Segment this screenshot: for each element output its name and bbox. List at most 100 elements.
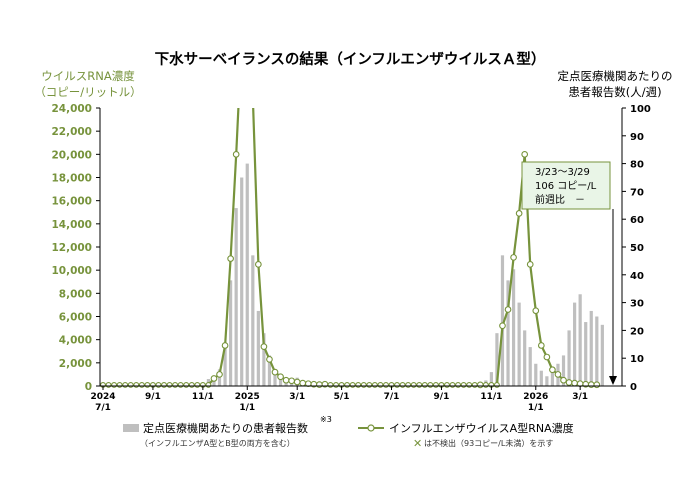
non-detect-point (406, 383, 411, 388)
x-tick-label: 2025 (235, 392, 260, 402)
line-point (283, 377, 289, 383)
non-detect-point (456, 383, 461, 388)
left-tick-label: 14,000 (51, 219, 92, 231)
non-detect-point (162, 383, 167, 388)
non-detect-point (472, 383, 477, 388)
non-detect-point (378, 383, 383, 388)
bar (567, 330, 570, 386)
line-point (233, 152, 239, 158)
callout-line1: 3/23～3/29 (535, 167, 590, 178)
x-tick-label: 9/1 (434, 392, 450, 402)
non-detect-point (350, 383, 355, 388)
line-point (256, 262, 262, 268)
non-detect-point (450, 383, 455, 388)
line-point (572, 380, 578, 386)
bar (246, 164, 249, 386)
line-point (294, 379, 300, 385)
left-tick-label: 16,000 (51, 196, 92, 208)
non-detect-point (112, 383, 117, 388)
left-tick-label: 18,000 (51, 173, 92, 185)
x-tick-label: 2024 (90, 392, 115, 402)
left-axis-label-line2: （コピー/リットル） (34, 85, 141, 99)
non-detect-point (417, 383, 422, 388)
right-tick-label: 60 (630, 215, 644, 226)
line-point (272, 369, 278, 375)
right-tick-label: 90 (630, 132, 644, 143)
non-detect-point (367, 383, 372, 388)
right-tick-label: 20 (630, 326, 644, 337)
non-detect-point (145, 383, 150, 388)
right-tick-label: 50 (630, 243, 644, 254)
non-detect-point (395, 383, 400, 388)
line-point (533, 308, 539, 314)
x-tick-label: 3/1 (572, 392, 588, 402)
legend-line-label: インフルエンザウイルスA型RNA濃度 (389, 421, 574, 435)
line-point (222, 343, 228, 349)
line-point (516, 211, 522, 217)
non-detect-point (178, 383, 183, 388)
bar (573, 303, 576, 386)
non-detect-point (328, 383, 333, 388)
non-detect-point (356, 383, 361, 388)
x-tick-label: 5/1 (334, 392, 350, 402)
line-point (550, 367, 556, 373)
bar (601, 325, 604, 386)
line-point (588, 382, 594, 388)
non-detect-point (189, 383, 194, 388)
non-detect-point (422, 383, 427, 388)
non-detect-point (134, 383, 139, 388)
line-point (289, 378, 295, 384)
line-point (228, 256, 234, 262)
left-tick-label: 8,000 (59, 288, 92, 300)
right-tick-label: 0 (630, 382, 637, 393)
right-axis-label-line1: 定点医療機関あたりの (558, 69, 673, 83)
non-detect-point (206, 383, 211, 388)
bar (595, 317, 598, 387)
bar (257, 311, 260, 386)
bar (590, 311, 593, 386)
line-point (594, 382, 600, 388)
callout-line3: 前週比 － (535, 193, 585, 206)
right-tick-label: 70 (630, 187, 644, 198)
non-detect-point (461, 383, 466, 388)
x-tick-label: 11/1 (192, 392, 214, 402)
bar (534, 364, 537, 386)
legend: 定点医療機関あたりの患者報告数 ※3 （インフルエンザA型とB型の両方を含む） … (123, 415, 574, 450)
non-detect-point (467, 383, 472, 388)
bar (551, 372, 554, 386)
legend-line-marker (368, 425, 374, 431)
non-detect-point (195, 383, 200, 388)
right-axis-label-line2: 患者報告数(人/週) (568, 85, 661, 99)
x-tick-sublabel: 1/1 (528, 403, 544, 413)
line-point (505, 307, 511, 313)
line-point (217, 372, 223, 378)
left-tick-label: 22,000 (51, 126, 92, 138)
line-point (477, 382, 483, 388)
bar (523, 330, 526, 386)
non-detect-point (384, 383, 389, 388)
right-tick-label: 10 (630, 354, 644, 365)
non-detect-point (128, 383, 133, 388)
line-point (566, 380, 572, 386)
non-detect-point (400, 383, 405, 388)
bar (235, 208, 238, 386)
line-point (267, 357, 273, 363)
line-point (522, 152, 528, 158)
non-detect-point (106, 383, 111, 388)
left-axis-label-line1: ウイルスRNA濃度 (41, 69, 135, 83)
callout-line2: 106 コピー/L (535, 180, 597, 192)
right-tick-label: 40 (630, 271, 644, 282)
non-detect-point (334, 383, 339, 388)
legend-bar-note: ※3 (320, 415, 332, 424)
line-point (211, 376, 217, 382)
left-axis: 02,0004,0006,0008,00010,00012,00014,0001… (51, 103, 100, 393)
bar (512, 269, 515, 386)
line-point (300, 380, 306, 386)
x-tick-sublabel: 7/1 (95, 403, 111, 413)
left-tick-label: 20,000 (51, 149, 92, 161)
bar (529, 347, 532, 386)
line-point (527, 262, 533, 268)
